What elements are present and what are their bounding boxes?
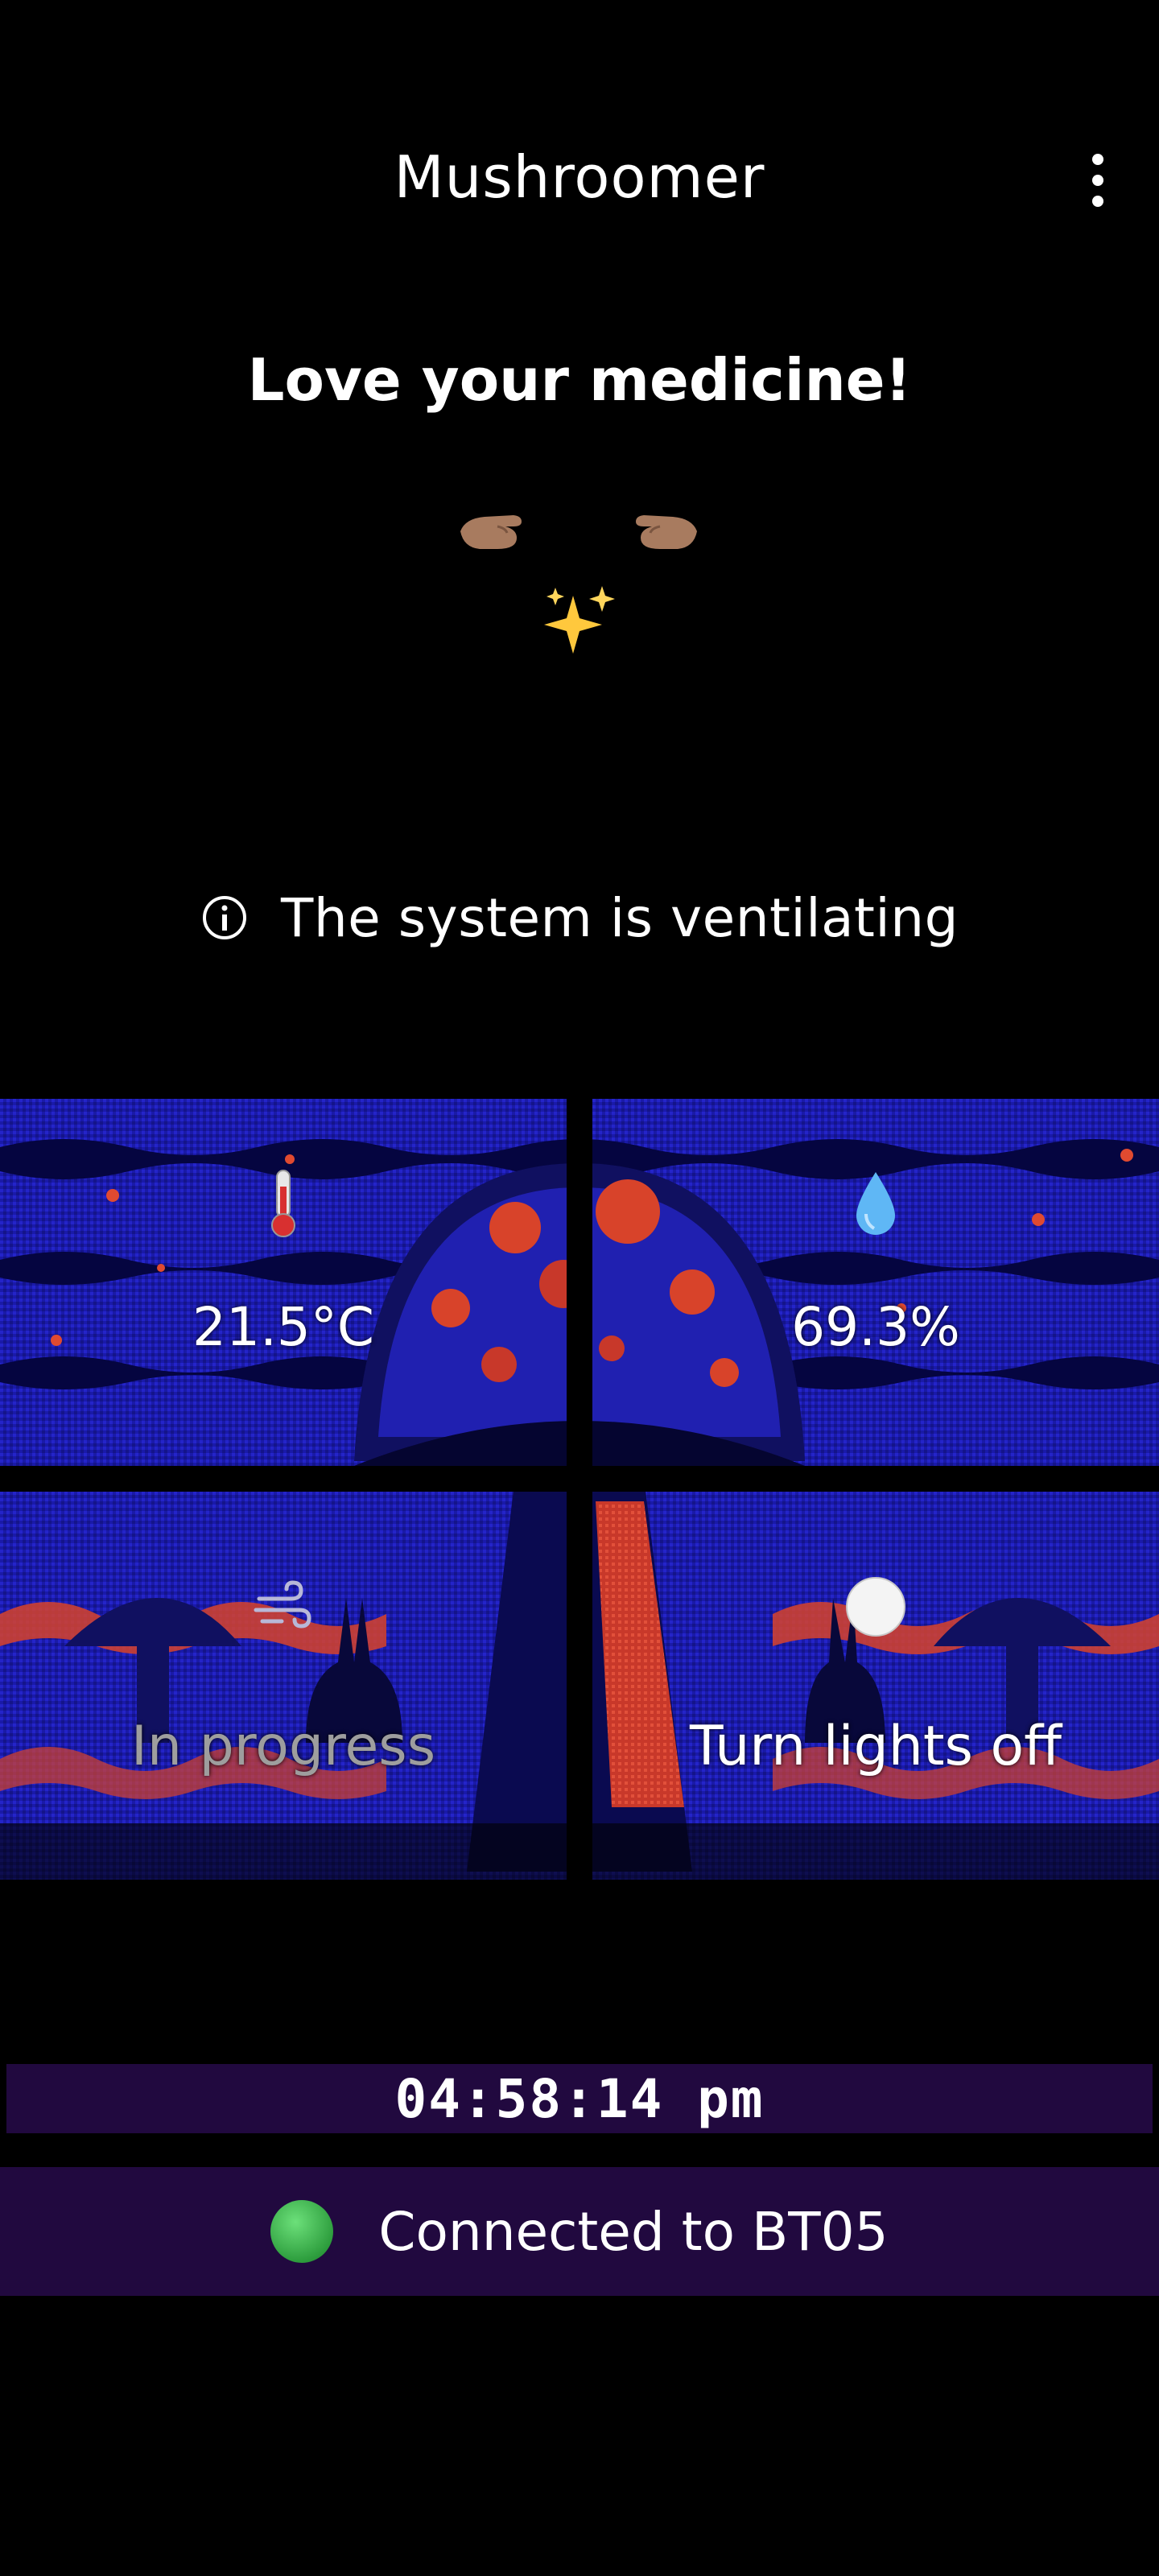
- thermometer-icon: [271, 1170, 295, 1237]
- wind-icon: [254, 1580, 311, 1629]
- hands-decoration: [0, 507, 1159, 588]
- green-circle-icon: [270, 2200, 334, 2263]
- sparkles-icon: [539, 580, 620, 660]
- temperature-tile: 21.5°C: [0, 1167, 567, 1409]
- app-title: Mushroomer: [394, 143, 765, 211]
- status-text: The system is ventilating: [281, 886, 959, 949]
- tagline: Love your medicine!: [247, 346, 912, 414]
- connection-status: Connected to BT05: [378, 2200, 889, 2263]
- left-hand-icon: [457, 507, 526, 555]
- right-hand-icon: [631, 507, 700, 555]
- droplet-icon: [856, 1172, 895, 1235]
- white-circle-icon: [846, 1577, 905, 1637]
- connection-bar[interactable]: Connected to BT05: [0, 2167, 1159, 2296]
- temperature-value: 21.5°C: [192, 1296, 375, 1358]
- sensor-panel-artwork: [0, 1099, 1159, 1880]
- status-row: The system is ventilating: [0, 886, 1159, 950]
- clock-time: 04:58:14 pm: [394, 2067, 765, 2130]
- app-bar: Mushroomer: [0, 121, 1159, 233]
- info-icon: [200, 894, 249, 942]
- lights-toggle-label: Turn lights off: [690, 1715, 1062, 1778]
- humidity-tile: 69.3%: [592, 1167, 1159, 1409]
- clock-bar: 04:58:14 pm: [6, 2064, 1153, 2133]
- lights-tile[interactable]: Turn lights off: [592, 1570, 1159, 1811]
- humidity-value: 69.3%: [791, 1296, 960, 1358]
- ventilation-tile[interactable]: In progress: [0, 1570, 567, 1811]
- more-vert-icon[interactable]: [1062, 145, 1133, 216]
- ventilation-status: In progress: [130, 1715, 436, 1778]
